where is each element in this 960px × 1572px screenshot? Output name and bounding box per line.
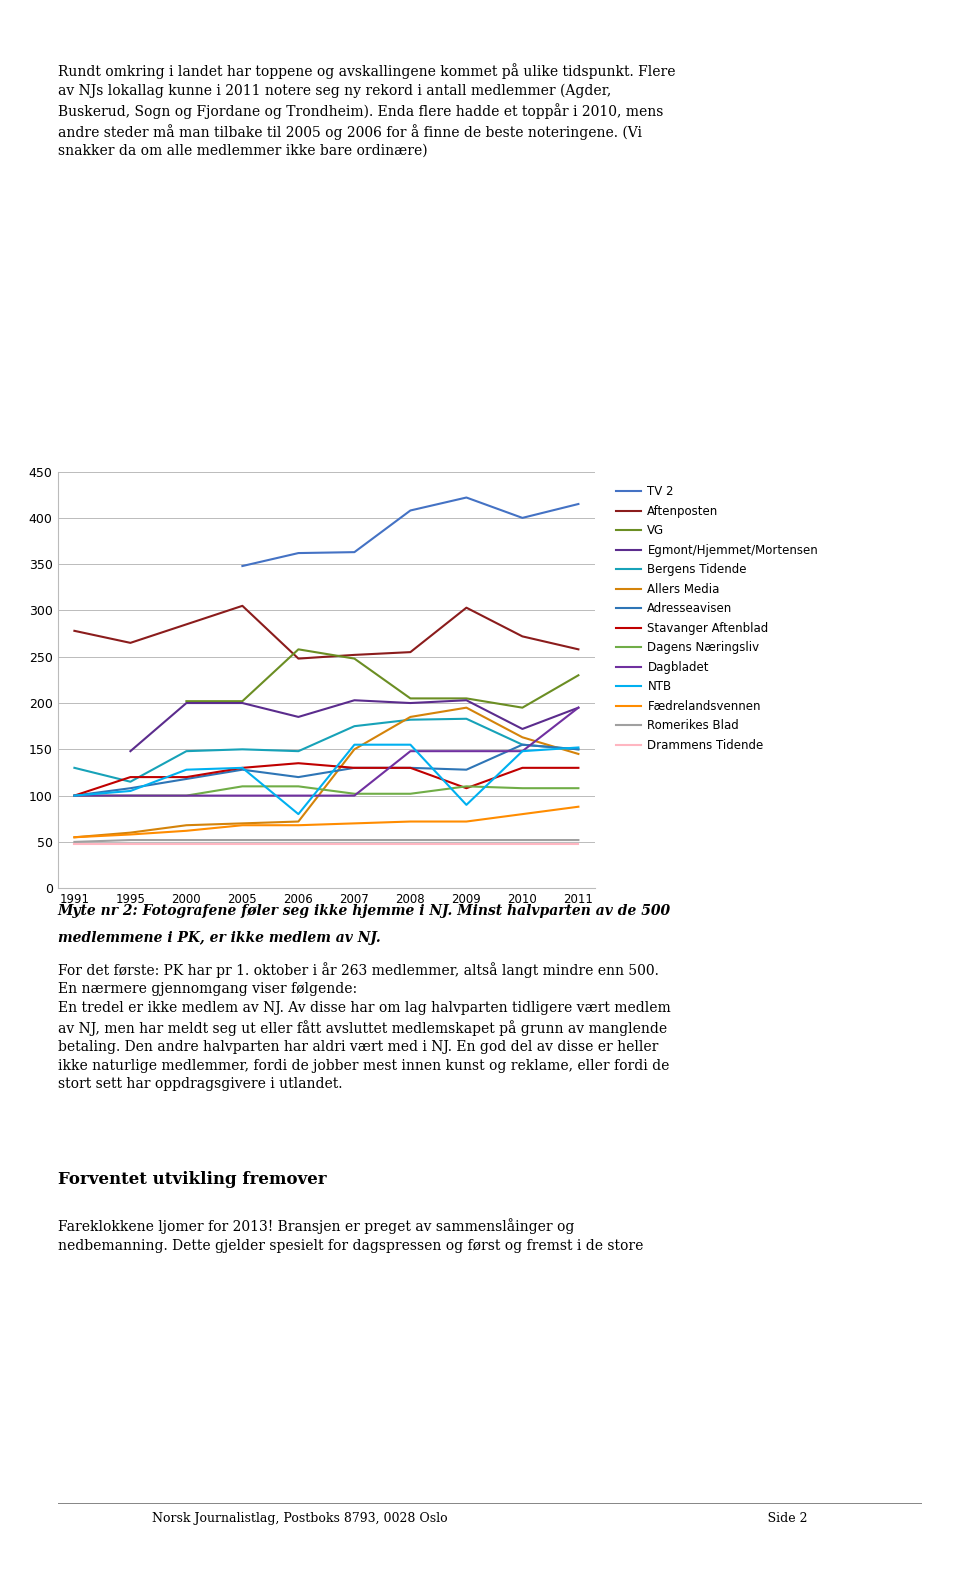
Legend: TV 2, Aftenposten, VG, Egmont/Hjemmet/Mortensen, Bergens Tidende, Allers Media, : TV 2, Aftenposten, VG, Egmont/Hjemmet/Mo… <box>615 486 818 751</box>
Text: For det første: PK har pr 1. oktober i år 263 medlemmer, altså langt mindre enn : For det første: PK har pr 1. oktober i å… <box>58 962 670 1091</box>
Text: Fareklokkene ljomer for 2013! Bransjen er preget av sammenslåinger og
nedbemanni: Fareklokkene ljomer for 2013! Bransjen e… <box>58 1218 643 1253</box>
Text: Norsk Journalistlag, Postboks 8793, 0028 Oslo                                   : Norsk Journalistlag, Postboks 8793, 0028… <box>153 1512 807 1525</box>
Text: Forventet utvikling fremover: Forventet utvikling fremover <box>58 1171 326 1188</box>
Text: medlemmene i PK, er ikke medlem av NJ.: medlemmene i PK, er ikke medlem av NJ. <box>58 931 380 945</box>
Text: Myte nr 2: Fotografene føler seg ikke hjemme i NJ. Minst halvparten av de 500: Myte nr 2: Fotografene føler seg ikke hj… <box>58 904 671 918</box>
Text: Rundt omkring i landet har toppene og avskallingene kommet på ulike tidspunkt. F: Rundt omkring i landet har toppene og av… <box>58 63 675 159</box>
